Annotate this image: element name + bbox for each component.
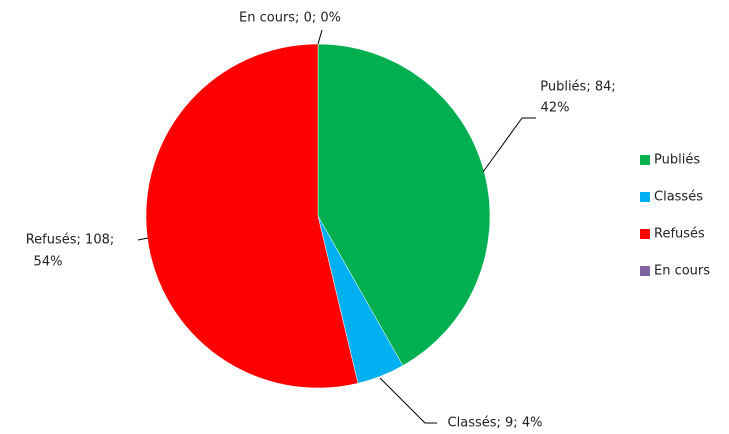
legend-label: Publiés [654,153,700,168]
legend-swatch [640,266,650,276]
leader-line [482,117,536,173]
legend-swatch [640,229,650,239]
leader-line [137,237,149,241]
pie-slice [145,43,359,389]
pie-slice [317,43,491,366]
leader-line [379,377,437,424]
data-label: Classés; 9; 4% [448,416,543,431]
pie [145,43,491,389]
data-label: 42% [541,101,570,116]
data-label: En cours; 0; 0% [239,11,341,26]
legend-label: Classés [654,190,703,205]
legend-swatch [640,192,650,202]
data-label: Refusés; 108; [26,233,115,248]
data-label: Publiés; 84; [540,80,616,95]
data-label: 54% [34,255,63,270]
legend-swatch [640,155,650,165]
legend-label: Refusés [654,227,705,242]
legend-label: En cours [654,264,710,279]
leader-line [317,29,323,45]
